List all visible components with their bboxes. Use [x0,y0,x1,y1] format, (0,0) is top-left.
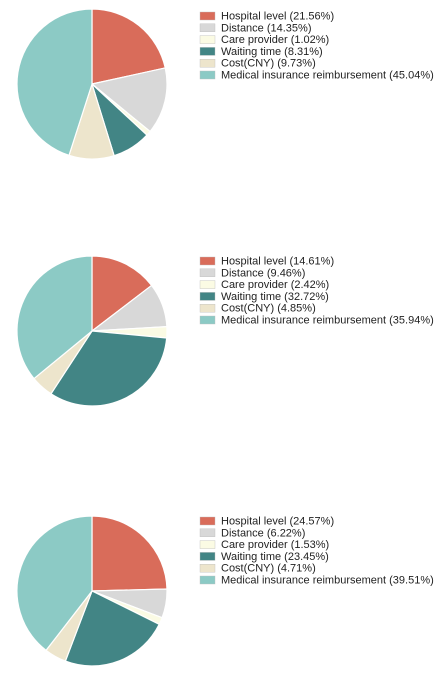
pie-chart-2: Hospital level (14.61%)Distance (9.46%)C… [16,255,434,407]
legend-label: Care provider (2.42%) [221,279,329,291]
legend-label: Cost(CNY) (9.73%) [221,58,316,70]
legend-swatch [199,280,216,289]
legend-label: Distance (14.35%) [221,22,312,34]
legend-swatch [199,256,216,266]
legend-swatch [199,516,216,526]
pie-chart-3: Hospital level (24.57%)Distance (6.22%)C… [16,515,434,667]
legend-swatch [199,315,216,325]
legend-swatch [199,540,216,549]
legend-label: Hospital level (24.57%) [221,516,334,528]
legend-swatch [199,564,216,573]
legend-swatch [199,70,216,80]
legend-label: Medical insurance reimbursement (35.94%) [221,315,434,327]
legend-swatch [199,304,216,313]
legend-swatch [199,47,216,56]
legend-label: Care provider (1.02%) [221,34,329,46]
legend-label: Medical insurance reimbursement (39.51%) [221,575,434,587]
legend-label: Cost(CNY) (4.71%) [221,563,316,575]
legend-label: Distance (9.46%) [221,267,305,279]
legend-label: Waiting time (32.72%) [221,291,329,303]
legend-label: Hospital level (14.61%) [221,256,334,268]
pie-slice-hospital-level [91,515,168,592]
legend-swatch [199,23,216,32]
legend: Hospital level (24.57%)Distance (6.22%)C… [199,516,434,587]
legend-swatch [199,268,216,277]
legend: Hospital level (14.61%)Distance (9.46%)C… [199,256,434,327]
pie-slice-medical-insurance-reimbursement [16,8,93,157]
legend-label: Care provider (1.53%) [221,539,329,551]
legend-label: Waiting time (8.31%) [221,46,323,58]
legend-swatch [199,528,216,537]
pie-slice-hospital-level [91,8,166,85]
pie-slice-medical-insurance-reimbursement [16,255,93,380]
legend-label: Medical insurance reimbursement (45.04%) [221,70,434,82]
legend-swatch [199,292,216,301]
pie-slice-hospital-level [91,255,153,333]
legend-swatch [199,59,216,68]
pie-slice-distance [90,67,168,133]
legend-swatch [199,552,216,561]
legend-swatch [199,11,216,21]
legend-label: Cost(CNY) (4.85%) [221,303,316,315]
pie-slice-waiting-time [64,590,161,667]
pie-slice-medical-insurance-reimbursement [16,515,93,652]
legend-label: Hospital level (21.56%) [221,11,334,23]
legend-swatch [199,35,216,44]
legend-label: Distance (6.22%) [221,527,305,539]
legend-label: Waiting time (23.45%) [221,551,329,563]
pie-chart-1: Hospital level (21.56%)Distance (14.35%)… [16,8,434,160]
legend-swatch [199,575,216,585]
legend: Hospital level (21.56%)Distance (14.35%)… [199,11,434,82]
